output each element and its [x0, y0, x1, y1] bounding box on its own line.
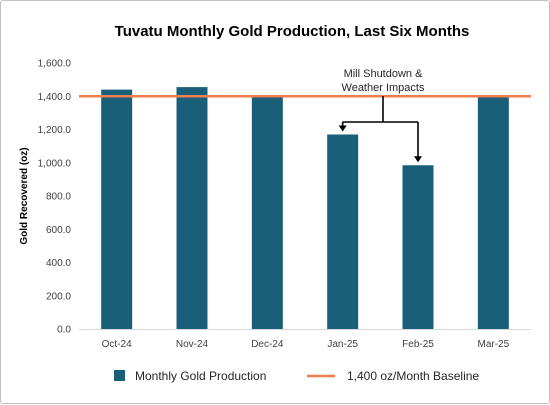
legend-swatch-production: [114, 370, 125, 381]
y-tick-label: 400.0: [46, 258, 71, 269]
y-tick-label: 1,400.0: [38, 92, 72, 103]
y-tick-label: 600.0: [46, 225, 71, 236]
legend-label-baseline: 1,400 oz/Month Baseline: [347, 369, 479, 383]
legend-label-production: Monthly Gold Production: [135, 369, 266, 383]
y-tick-label: 800.0: [46, 192, 71, 203]
bar-jan-25: [327, 134, 359, 329]
y-tick-label: 0.0: [57, 325, 71, 336]
legend: Monthly Gold Production 1,400 oz/Month B…: [114, 369, 479, 383]
bar-nov-24: [176, 87, 208, 329]
x-tick-label: Mar-25: [477, 339, 509, 350]
bar-mar-25: [477, 97, 509, 329]
bar-dec-24: [251, 96, 283, 329]
x-tick-label: Oct-24: [102, 339, 132, 350]
chart-title: Tuvatu Monthly Gold Production, Last Six…: [115, 23, 470, 40]
y-tick-label: 200.0: [46, 291, 71, 302]
bar-feb-25: [402, 165, 434, 329]
x-tick-label: Nov-24: [176, 339, 209, 350]
annotation-text-line-2: Weather Impacts: [342, 82, 425, 94]
x-tick-label: Jan-25: [327, 339, 358, 350]
x-tick-label: Dec-24: [251, 339, 284, 350]
y-tick-label: 1,000.0: [38, 158, 72, 169]
annotation-text-line-1: Mill Shutdown &: [344, 68, 424, 80]
x-tick-label: Feb-25: [402, 339, 434, 350]
annotation: Mill Shutdown & Weather Impacts: [338, 68, 425, 163]
annotation-arrowhead: [338, 125, 347, 132]
annotation-arrowhead: [414, 156, 422, 163]
y-axis-label: Gold Recovered (oz): [19, 147, 30, 244]
bar-oct-24: [101, 89, 133, 329]
y-tick-label: 1,200.0: [38, 125, 72, 136]
y-tick-label: 1,600.0: [38, 59, 72, 70]
